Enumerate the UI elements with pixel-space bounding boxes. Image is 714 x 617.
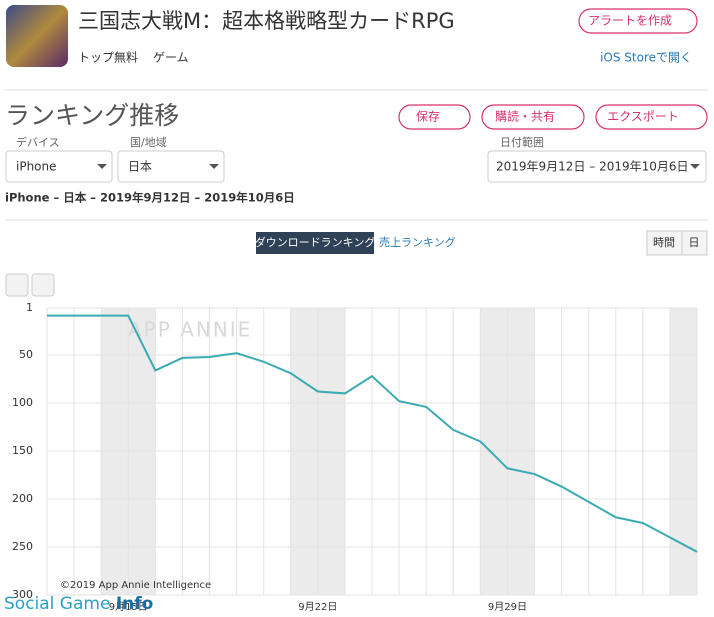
reset-button[interactable]: [5, 273, 29, 297]
y-tick-label: 150: [12, 444, 33, 457]
granularity[interactable]: 時間: [653, 236, 675, 249]
tag[interactable]: トップ無料: [78, 50, 138, 65]
app-icon: [6, 5, 68, 67]
alert-text: アラートを作成: [588, 14, 672, 28]
section-title: ランキング推移: [5, 101, 179, 130]
zoom-button[interactable]: [31, 273, 55, 297]
tab: ダウンロードランキング: [255, 235, 376, 249]
rank-line: [47, 314, 698, 553]
filter-label: 国/地域: [130, 136, 167, 149]
export-button[interactable]: [595, 104, 708, 130]
y-tick-label: 50: [19, 348, 33, 361]
x-tick-label: 9月29日: [488, 601, 527, 613]
caret: [209, 164, 219, 169]
save-button[interactable]: [398, 104, 471, 130]
select-value: 2019年9月12日 – 2019年10月6日: [496, 160, 689, 174]
caret: [97, 164, 107, 169]
select-value: 日本: [128, 160, 152, 174]
date-select[interactable]: [487, 150, 707, 183]
granularity-toggle[interactable]: [646, 230, 708, 256]
x-tick-label: 9月15日: [109, 601, 148, 613]
y-tick-label: 1: [26, 301, 33, 314]
select-value: iPhone: [16, 160, 57, 174]
caret: [690, 164, 700, 169]
device-select[interactable]: [5, 150, 113, 183]
logo: Social Game Info: [4, 594, 153, 614]
app-title: 三国志大戦M：超本格戦略型カードRPG: [78, 9, 455, 33]
y-tick-label: 200: [12, 492, 33, 505]
y-tick-label: 250: [12, 540, 33, 553]
granularity[interactable]: 日: [689, 236, 700, 249]
button-text: 保存: [416, 110, 440, 124]
button-text: 購読・共有: [495, 109, 555, 124]
share-button[interactable]: [481, 104, 585, 130]
filter-label: 日付範囲: [500, 135, 544, 149]
filter-label: デバイス: [16, 135, 60, 149]
y-tick-label: 300: [12, 588, 33, 601]
x-tick-label: 9月22日: [298, 601, 337, 613]
summary: iPhone – 日本 – 2019年9月12日 – 2019年10月6日: [5, 191, 295, 205]
region-select[interactable]: [117, 150, 225, 183]
copyright: ©2019 App Annie Intelligence: [60, 580, 211, 591]
tab-active[interactable]: [256, 232, 374, 254]
button-text: エクスポート: [607, 110, 679, 124]
y-tick-label: 100: [12, 396, 33, 409]
store-link[interactable]: iOS Storeで開く: [600, 51, 692, 65]
tab[interactable]: 売上ランキング: [379, 235, 456, 249]
watermark: APP ANNIE: [128, 318, 252, 342]
tag[interactable]: ゲーム: [153, 51, 189, 65]
alert-button[interactable]: [578, 8, 698, 34]
